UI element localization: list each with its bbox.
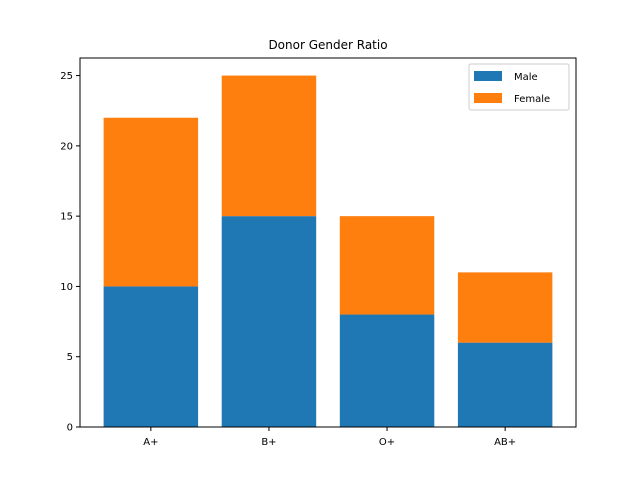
legend-label-male: Male (514, 72, 538, 83)
bar-female-abpos (457, 272, 553, 343)
bar-male-bpos (221, 216, 317, 427)
legend-swatch-male (474, 71, 502, 81)
legend-swatch-female (474, 93, 502, 103)
plot-frame (79, 57, 577, 428)
bars-group (103, 75, 553, 427)
legend-label-female: Female (514, 94, 550, 105)
bar-female-bpos (221, 75, 317, 217)
legend: Male Female (468, 63, 570, 111)
y-tick-label: 10 (60, 282, 73, 293)
y-tick-label: 15 (60, 212, 73, 223)
axes-group: 0 5 10 15 20 25 A+ B+ O+ AB+ (60, 57, 577, 448)
bar-female-apos (103, 117, 199, 287)
x-tick-label: O+ (379, 437, 395, 448)
chart-title: Donor Gender Ratio (268, 38, 387, 52)
x-tick-label: A+ (143, 437, 158, 448)
y-tick-label: 0 (67, 423, 73, 434)
y-tick-label: 5 (67, 352, 73, 363)
bar-male-opos (339, 314, 435, 427)
bar-female-opos (339, 216, 435, 315)
y-tick-label: 20 (60, 141, 73, 152)
x-tick-label: AB+ (494, 437, 516, 448)
bar-male-abpos (457, 342, 553, 427)
y-tick-label: 25 (60, 71, 73, 82)
x-tick-label: B+ (261, 437, 276, 448)
bar-male-apos (103, 286, 199, 427)
